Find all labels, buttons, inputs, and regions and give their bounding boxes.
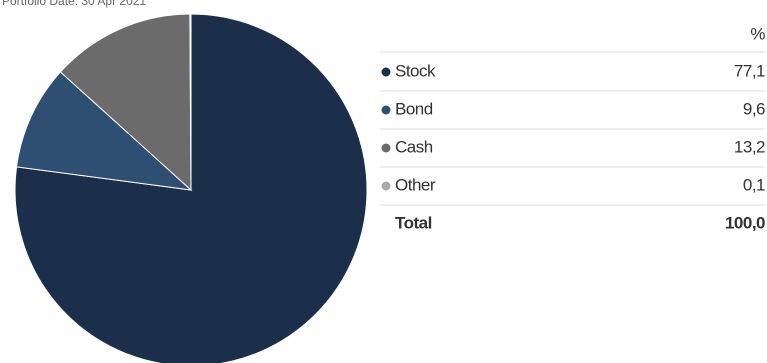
total-label: Total: [395, 213, 432, 232]
legend-label: Bond: [395, 99, 433, 118]
legend-swatch: [381, 67, 391, 77]
legend-swatch: [381, 143, 391, 153]
value-label: 0,1: [743, 175, 765, 194]
pie-slice: [59, 13, 192, 192]
legend-label: Stock: [395, 61, 436, 80]
pie-slice: [14, 13, 368, 363]
pie-slice: [189, 13, 192, 191]
total-value: 100,0: [725, 213, 765, 232]
value-label: 13,2: [734, 137, 765, 156]
legend-label: Cash: [395, 137, 433, 156]
legend-swatch: [381, 181, 391, 191]
value-header: %: [750, 24, 765, 43]
pie-slice: [15, 71, 193, 191]
legend-swatch: [381, 105, 391, 115]
value-label: 77,1: [734, 61, 765, 80]
value-label: 9,6: [743, 99, 765, 118]
chart-subtitle: Portfolio Date: 30 Apr 2021: [2, 0, 146, 8]
legend-label: Other: [395, 175, 436, 194]
